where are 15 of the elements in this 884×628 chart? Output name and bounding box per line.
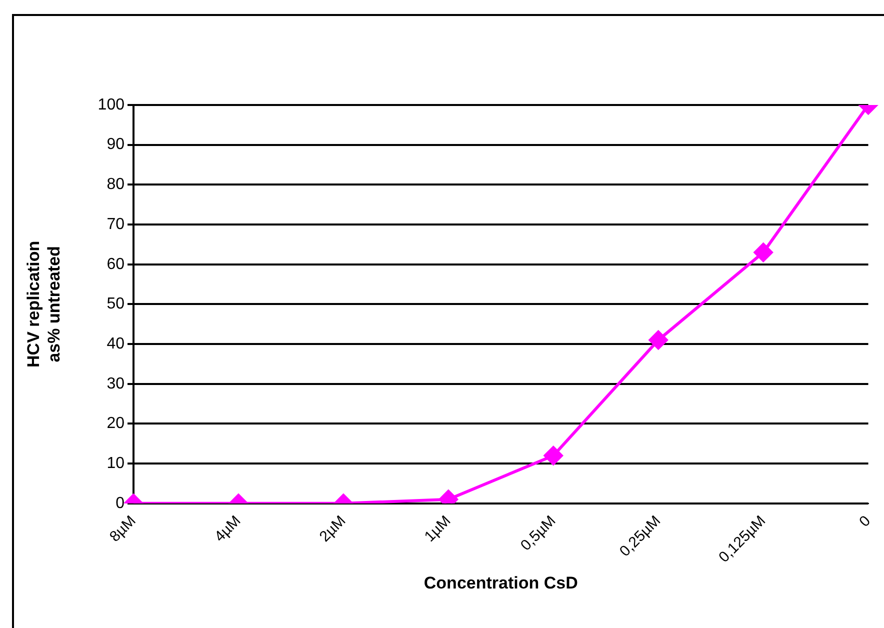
y-tick-label: 100 — [98, 96, 125, 114]
y-tick-label: 50 — [106, 296, 125, 313]
y-tick-label: 20 — [106, 415, 125, 432]
y-tick-label: 30 — [106, 375, 125, 392]
x-axis-title: Concentration CsD — [424, 573, 578, 592]
y-tick-label: 90 — [106, 136, 125, 154]
y-tick-label: 10 — [106, 454, 125, 472]
x-tick-label: 0 — [856, 512, 874, 530]
y-tick-label: 80 — [106, 176, 125, 194]
y-tick-label: 40 — [106, 335, 125, 352]
x-tick-label: 4µM — [211, 512, 244, 546]
y-tick-label: 60 — [106, 256, 125, 273]
y-tick-label: 70 — [106, 216, 125, 233]
y-tick-label: 0 — [116, 494, 125, 512]
y-axis-title: HCV replication as% untreated — [24, 240, 64, 368]
